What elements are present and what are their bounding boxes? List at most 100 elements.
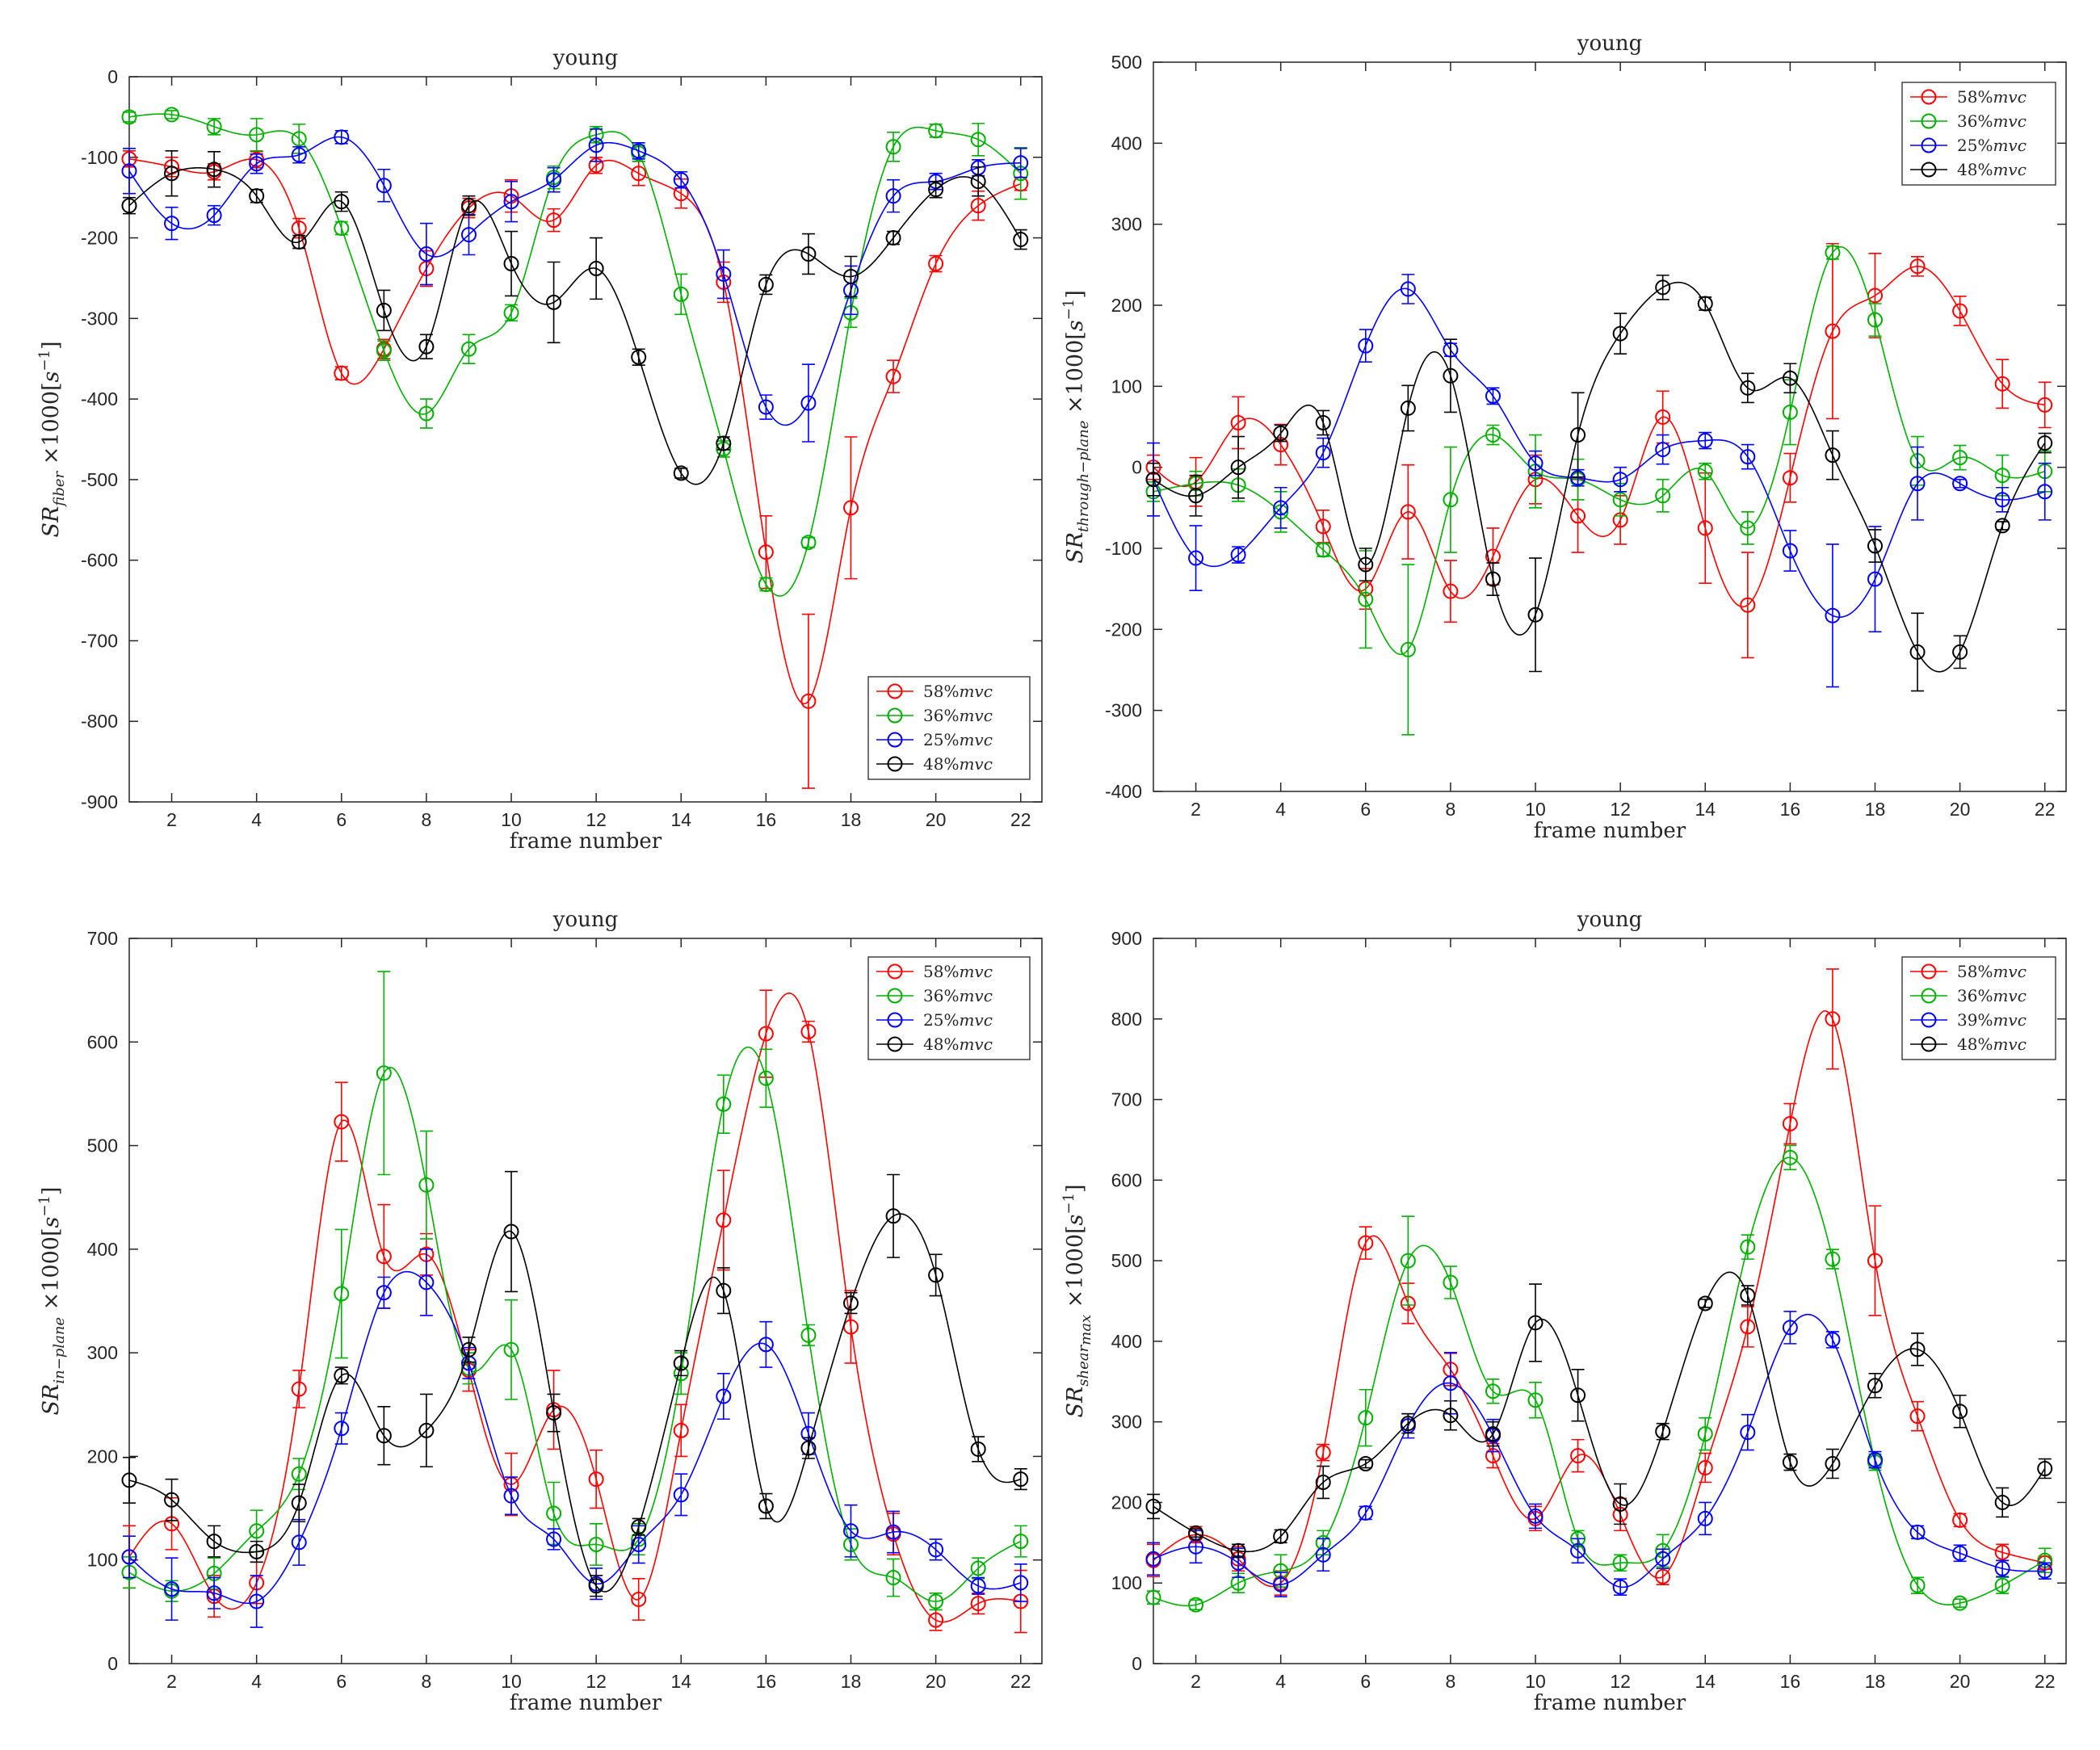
data-point xyxy=(928,255,944,271)
data-point xyxy=(1358,1410,1374,1426)
x-tick-label: 12 xyxy=(586,809,607,830)
data-point xyxy=(1909,1524,1926,1540)
data-point xyxy=(1782,370,1798,386)
legend-label: 58%mvc xyxy=(923,682,993,701)
data-point xyxy=(1782,1454,1798,1471)
data-point xyxy=(1825,245,1841,261)
data-point xyxy=(1188,488,1204,504)
data-point xyxy=(1145,1551,1161,1567)
legend-marker xyxy=(1921,89,1937,105)
x-tick-label: 4 xyxy=(251,809,262,830)
x-tick-label: 18 xyxy=(1865,1671,1886,1692)
y-tick-label: 100 xyxy=(1111,1572,1142,1593)
data-point xyxy=(1697,464,1713,480)
data-point xyxy=(206,1534,222,1550)
data-point xyxy=(631,166,647,182)
data-point xyxy=(1230,1542,1246,1559)
data-point xyxy=(1782,404,1798,420)
data-point xyxy=(249,127,265,143)
data-point xyxy=(1273,1528,1289,1544)
data-point xyxy=(800,246,817,262)
legend-marker xyxy=(887,1012,903,1028)
x-tick-label: 22 xyxy=(1010,809,1031,830)
data-point xyxy=(1867,312,1883,328)
data-point xyxy=(1527,455,1544,472)
data-point xyxy=(121,198,137,214)
legend: 58%mvc 36%mvc 25%mvc 48%mvc xyxy=(867,956,1031,1060)
data-point xyxy=(418,1177,435,1193)
data-point xyxy=(291,147,307,163)
data-point xyxy=(546,294,562,310)
y-tick-label: -900 xyxy=(81,791,118,812)
data-point xyxy=(1315,1475,1331,1490)
data-point xyxy=(1697,1426,1713,1442)
data-point xyxy=(842,1295,859,1311)
data-point xyxy=(673,465,689,481)
data-point xyxy=(1230,547,1246,563)
data-point xyxy=(334,1367,350,1383)
data-point xyxy=(1782,470,1798,486)
data-point xyxy=(1740,1287,1756,1303)
data-point xyxy=(1570,1387,1586,1404)
data-point xyxy=(503,255,519,271)
legend-label: 58%mvc xyxy=(1957,962,2026,981)
x-tick-label: 6 xyxy=(336,809,346,830)
y-tick-label: -400 xyxy=(1105,781,1142,802)
data-point xyxy=(1315,445,1331,461)
data-point xyxy=(121,109,137,125)
series-line xyxy=(1153,1156,2046,1607)
data-point xyxy=(376,1065,392,1081)
data-point xyxy=(1527,1315,1544,1331)
data-point xyxy=(1400,641,1416,657)
data-point xyxy=(1485,388,1501,404)
x-tick-label: 20 xyxy=(926,1671,947,1692)
data-point xyxy=(121,1472,137,1488)
y-axis-label: SRfiber ×1000[s−1] xyxy=(36,341,68,537)
data-point xyxy=(291,1534,307,1551)
x-tick-label: 4 xyxy=(1275,1671,1286,1692)
data-point xyxy=(2037,397,2053,413)
legend-label: 36%mvc xyxy=(923,706,993,725)
y-tick-label: 400 xyxy=(87,1239,118,1260)
series-line xyxy=(128,1213,1021,1593)
series-48pct-mvc xyxy=(121,149,1029,485)
x-tick-label: 6 xyxy=(1360,799,1371,820)
y-tick-label: 100 xyxy=(1111,376,1142,397)
x-tick-label: 20 xyxy=(1950,1671,1971,1692)
y-axis-label: SRshearmax ×1000[s−1] xyxy=(1060,1184,1094,1417)
series-line xyxy=(128,992,1021,1623)
legend-marker xyxy=(1921,988,1937,1004)
data-point xyxy=(1952,1595,1968,1611)
data-point xyxy=(1400,400,1416,416)
x-tick-label: 6 xyxy=(336,1671,346,1692)
legend-marker xyxy=(887,756,903,772)
data-point xyxy=(1188,1597,1204,1613)
x-tick-label: 18 xyxy=(1865,799,1886,820)
data-point xyxy=(1400,504,1416,520)
data-point xyxy=(1952,1545,1968,1561)
data-point xyxy=(1782,1320,1798,1336)
data-point xyxy=(1825,323,1841,339)
data-point xyxy=(1485,1426,1501,1442)
series-line xyxy=(128,1270,1021,1605)
data-point xyxy=(546,1505,562,1521)
data-point xyxy=(1485,1383,1501,1400)
data-point xyxy=(1994,518,2010,534)
data-point xyxy=(1570,508,1586,524)
data-point xyxy=(1527,606,1544,623)
y-tick-label: 500 xyxy=(87,1135,118,1156)
data-point xyxy=(970,1596,986,1612)
data-point xyxy=(1273,1576,1289,1593)
data-point xyxy=(334,1114,350,1130)
data-point xyxy=(1485,571,1501,587)
data-point xyxy=(334,220,350,237)
x-tick-label: 8 xyxy=(1446,1671,1456,1692)
data-point xyxy=(716,435,732,451)
legend-label: 36%mvc xyxy=(1957,986,2026,1005)
data-point xyxy=(1570,1542,1586,1559)
data-point xyxy=(1145,472,1161,488)
data-point xyxy=(1358,591,1374,607)
data-point xyxy=(1570,427,1586,443)
data-point xyxy=(1315,414,1331,430)
